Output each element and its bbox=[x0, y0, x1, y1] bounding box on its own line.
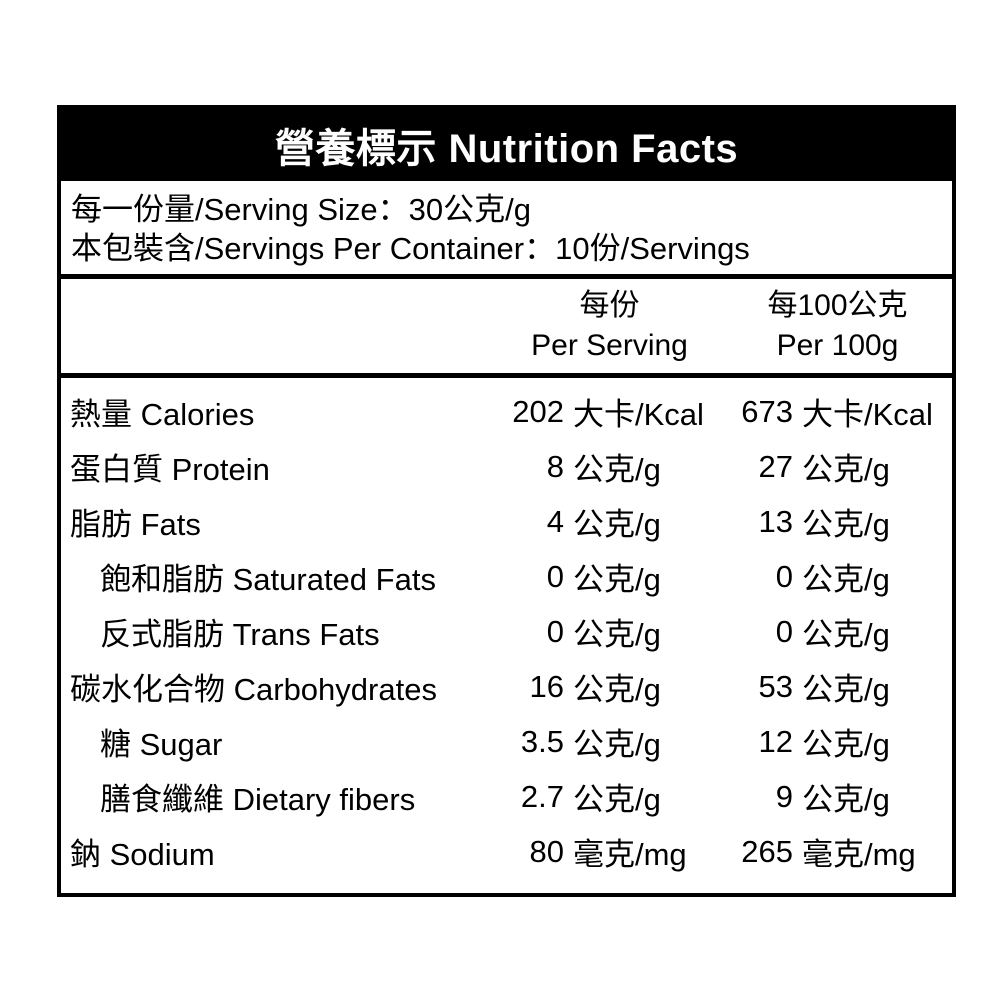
row-carbohydrates: 碳水化合物 Carbohydrates 16 公克/g 53 公克/g bbox=[61, 659, 952, 714]
column-header-row: 每份 Per Serving 每100公克 Per 100g bbox=[61, 279, 952, 373]
section-divider bbox=[61, 274, 952, 279]
per-100g-value-cell: 27 公克/g bbox=[723, 444, 952, 489]
per-serving-value-cell: 3.5 公克/g bbox=[496, 719, 723, 764]
value-unit: 公克/g bbox=[573, 507, 661, 542]
value-number: 8 bbox=[546, 448, 564, 484]
value-unit: 公克/g bbox=[573, 782, 661, 817]
value-unit: 大卡/Kcal bbox=[573, 397, 704, 432]
value-unit: 公克/g bbox=[573, 672, 661, 707]
per-100g-value-cell: 0 公克/g bbox=[723, 554, 952, 599]
value-number: 16 bbox=[529, 668, 564, 704]
nutrient-label: 蛋白質 Protein bbox=[70, 452, 270, 487]
row-fats: 脂肪 Fats 4 公克/g 13 公克/g bbox=[61, 494, 952, 549]
value-number: 27 bbox=[758, 448, 793, 484]
row-calories: 熱量 Calories 202 大卡/Kcal 673 大卡/Kcal bbox=[61, 384, 952, 439]
value-unit: 公克/g bbox=[573, 562, 661, 597]
serving-info-section: 每一份量/Serving Size：30公克/g 本包裝含/Servings P… bbox=[61, 181, 952, 274]
value-unit: 毫克/mg bbox=[573, 837, 687, 872]
value-unit: 公克/g bbox=[573, 452, 661, 487]
nutrient-label: 鈉 Sodium bbox=[70, 837, 215, 872]
per-serving-value-cell: 2.7 公克/g bbox=[496, 774, 723, 819]
column-header-per-serving-en: Per Serving bbox=[531, 329, 688, 362]
per-100g-value-cell: 265 毫克/mg bbox=[723, 829, 952, 874]
column-header-per-100g-en: Per 100g bbox=[776, 329, 899, 362]
nutrient-label: 熱量 Calories bbox=[70, 397, 255, 432]
row-sugar: 糖 Sugar 3.5 公克/g 12 公克/g bbox=[61, 714, 952, 769]
value-unit: 公克/g bbox=[802, 672, 890, 707]
per-100g-value-cell: 13 公克/g bbox=[723, 499, 952, 544]
column-header-per-serving: 每份 Per Serving bbox=[496, 286, 723, 366]
value-number: 4 bbox=[546, 503, 564, 539]
row-dietary-fibers: 膳食纖維 Dietary fibers 2.7 公克/g 9 公克/g bbox=[61, 769, 952, 824]
nutrient-label: 糖 Sugar bbox=[100, 727, 223, 762]
per-serving-value-cell: 80 毫克/mg bbox=[496, 829, 723, 874]
value-unit: 公克/g bbox=[802, 727, 890, 762]
nutrient-label: 碳水化合物 Carbohydrates bbox=[70, 672, 437, 707]
per-serving-value-cell: 4 公克/g bbox=[496, 499, 723, 544]
value-number: 13 bbox=[758, 503, 793, 539]
row-trans-fats: 反式脂肪 Trans Fats 0 公克/g 0 公克/g bbox=[61, 604, 952, 659]
value-unit: 公克/g bbox=[802, 507, 890, 542]
per-100g-value-cell: 673 大卡/Kcal bbox=[723, 389, 952, 434]
row-saturated-fats: 飽和脂肪 Saturated Fats 0 公克/g 0 公克/g bbox=[61, 549, 952, 604]
value-number: 9 bbox=[775, 778, 793, 814]
per-serving-value-cell: 202 大卡/Kcal bbox=[496, 389, 723, 434]
nutrient-label: 膳食纖維 Dietary fibers bbox=[100, 782, 416, 817]
per-serving-value-cell: 0 公克/g bbox=[496, 554, 723, 599]
column-header-per-100g: 每100公克 Per 100g bbox=[723, 286, 952, 366]
serving-size-line: 每一份量/Serving Size：30公克/g bbox=[71, 192, 531, 227]
title-band: 營養標示 Nutrition Facts bbox=[61, 109, 952, 181]
nutrient-label: 反式脂肪 Trans Fats bbox=[100, 617, 380, 652]
value-unit: 公克/g bbox=[802, 452, 890, 487]
section-divider bbox=[61, 373, 952, 378]
servings-per-container-line: 本包裝含/Servings Per Container：10份/Servings bbox=[71, 231, 750, 266]
value-number: 3.5 bbox=[520, 723, 564, 759]
value-number: 673 bbox=[741, 393, 793, 429]
value-unit: 毫克/mg bbox=[802, 837, 916, 872]
column-header-per-100g-zh: 每100公克 bbox=[767, 289, 908, 322]
value-number: 0 bbox=[775, 558, 793, 594]
value-unit: 公克/g bbox=[802, 562, 890, 597]
per-100g-value-cell: 9 公克/g bbox=[723, 774, 952, 819]
nutrient-label: 脂肪 Fats bbox=[70, 507, 201, 542]
value-number: 53 bbox=[758, 668, 793, 704]
row-protein: 蛋白質 Protein 8 公克/g 27 公克/g bbox=[61, 439, 952, 494]
nutrient-label: 飽和脂肪 Saturated Fats bbox=[100, 562, 436, 597]
value-number: 265 bbox=[741, 833, 793, 869]
panel-title: 營養標示 Nutrition Facts bbox=[274, 127, 739, 171]
value-number: 80 bbox=[529, 833, 564, 869]
per-serving-value-cell: 0 公克/g bbox=[496, 609, 723, 654]
value-unit: 公克/g bbox=[573, 727, 661, 762]
value-number: 0 bbox=[775, 613, 793, 649]
row-sodium: 鈉 Sodium 80 毫克/mg 265 毫克/mg bbox=[61, 824, 952, 879]
column-header-per-serving-zh: 每份 bbox=[579, 289, 640, 322]
value-unit: 大卡/Kcal bbox=[802, 397, 933, 432]
nutrient-rows: 熱量 Calories 202 大卡/Kcal 673 大卡/Kcal 蛋白質 Pr… bbox=[61, 378, 952, 893]
per-100g-value-cell: 53 公克/g bbox=[723, 664, 952, 709]
per-100g-value-cell: 0 公克/g bbox=[723, 609, 952, 654]
value-number: 202 bbox=[512, 393, 564, 429]
value-number: 0 bbox=[546, 613, 564, 649]
value-number: 2.7 bbox=[520, 778, 564, 814]
value-unit: 公克/g bbox=[802, 617, 890, 652]
value-number: 0 bbox=[546, 558, 564, 594]
nutrition-facts-panel: 營養標示 Nutrition Facts 每一份量/Serving Size：3… bbox=[57, 105, 956, 897]
value-number: 12 bbox=[758, 723, 793, 759]
value-unit: 公克/g bbox=[573, 617, 661, 652]
value-unit: 公克/g bbox=[802, 782, 890, 817]
per-serving-value-cell: 16 公克/g bbox=[496, 664, 723, 709]
per-100g-value-cell: 12 公克/g bbox=[723, 719, 952, 764]
per-serving-value-cell: 8 公克/g bbox=[496, 444, 723, 489]
